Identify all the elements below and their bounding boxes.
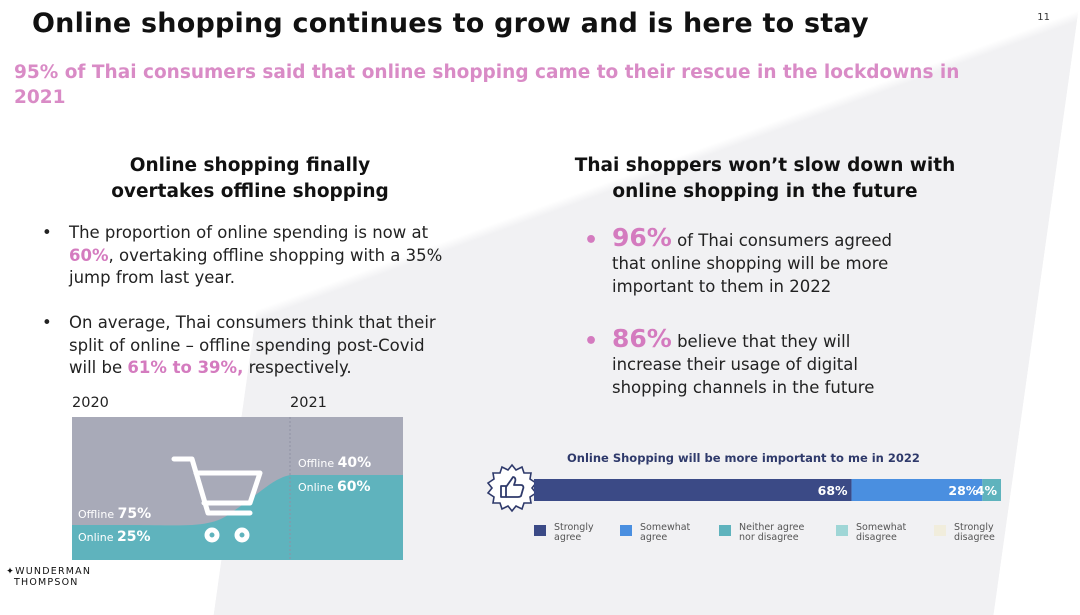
legend-swatch-neither <box>719 525 731 536</box>
bullet2-line2: split of online – offline spending post-… <box>69 335 425 355</box>
legend-somewhat-agree-line1: Somewhat <box>640 522 691 533</box>
logo-line2: THOMPSON <box>14 577 79 588</box>
stat1-line1-text: of Thai consumers agreed <box>671 231 893 250</box>
left-bullet-1: • The proportion of online spending is n… <box>42 222 509 290</box>
bullet1-line2: 60%, overtaking offline shopping with a … <box>69 245 509 268</box>
offline-2020-value: 75% <box>117 506 152 522</box>
bar-segment-2 <box>982 479 1001 501</box>
offline-2021-text: Offline <box>298 457 335 470</box>
online-2021-value: 60% <box>336 479 371 495</box>
offline-2021-value: 40% <box>337 455 372 471</box>
bullet1-highlight: 60% <box>69 245 109 265</box>
right-stat-1: • 96% of Thai consumers agreed that onli… <box>584 223 992 298</box>
left-column-heading: Online shopping finally overtakes offlin… <box>90 153 410 205</box>
stat1-line1: 96% of Thai consumers agreed <box>612 223 992 252</box>
bar-label-1: 28% <box>948 483 978 498</box>
bar-segment-1 <box>851 479 983 501</box>
legend-strongly-agree: Strongly agree <box>554 523 594 543</box>
thumb-shape <box>500 476 525 498</box>
offline-2020-text: Offline <box>78 508 115 521</box>
stat2-line3: shopping channels in the future <box>612 378 875 397</box>
online-2021-text: Online <box>298 481 334 494</box>
bullet2-line3-start: will be <box>69 358 128 377</box>
left-heading-line1: Online shopping finally <box>129 155 371 176</box>
badge-outline <box>486 463 538 513</box>
legend-swatch-somewhat-agree <box>620 525 632 536</box>
right-heading-line2: online shopping in the future <box>612 181 918 202</box>
legend-neither-line1: Neither agree <box>739 522 805 533</box>
online-2020-label: Online 25% <box>78 529 151 545</box>
slide-subtitle: 95% of Thai consumers said that online s… <box>14 62 960 108</box>
online-2020-text: Online <box>78 531 114 544</box>
right-column-heading: Thai shoppers won’t slow down with onlin… <box>560 153 970 205</box>
cart-icon <box>171 456 263 543</box>
bullet-dot: • <box>42 313 52 332</box>
page-number: 11 <box>1037 12 1050 23</box>
legend-swatch-strongly-agree <box>534 525 546 536</box>
year-2020-label: 2020 <box>72 395 109 411</box>
legend-somewhat-disagree: Somewhat disagree <box>856 523 906 543</box>
stat2-value: 86% <box>612 324 672 353</box>
right-stat-2: • 86% believe that they will increase th… <box>584 324 992 399</box>
legend-neither: Neither agree nor disagree <box>739 523 804 543</box>
stat1-line2: that online shopping will be more <box>612 254 889 273</box>
bar-chart-title: Online Shopping will be more important t… <box>567 451 920 465</box>
legend-somewhat-disagree-line1: Somewhat <box>856 522 907 533</box>
legend-strongly-disagree: Strongly disagree <box>954 523 995 543</box>
left-bullet-2: • On average, Thai consumers think that … <box>42 312 519 380</box>
offline-2021-label: Offline 40% <box>298 455 371 471</box>
bar-label-2: 4% <box>976 483 998 498</box>
bullet1-line2-rest: , overtaking offline shopping with a 35% <box>108 245 443 265</box>
bullet2-line1: On average, Thai consumers think that th… <box>69 313 436 332</box>
offline-2020-label: Offline 75% <box>78 506 151 522</box>
legend-strongly-disagree-line1: Strongly <box>954 522 994 533</box>
legend-neither-line2: nor disagree <box>739 532 799 543</box>
area-chart-svg <box>72 417 403 560</box>
online-2021-label: Online 60% <box>298 479 371 495</box>
stat2-line1-text: believe that they will <box>671 332 851 351</box>
online-area <box>72 475 403 560</box>
logo-line1-text: WUNDERMAN <box>15 566 92 577</box>
bullet2-line3: will be 61% to 39%, respectively. <box>69 357 519 380</box>
legend-somewhat-disagree-line2: disagree <box>856 532 897 543</box>
bullet-dot: • <box>584 329 599 354</box>
legend-strongly-agree-line2: agree <box>554 532 582 543</box>
bullet2-line3-end: respectively. <box>243 358 352 377</box>
legend-strongly-agree-line1: Strongly <box>554 522 594 533</box>
wunderman-thompson-logo: ✦WUNDERMAN THOMPSON <box>6 566 91 588</box>
right-heading-line1: Thai shoppers won’t slow down with <box>574 155 956 176</box>
stacked-bar-svg: 68% 28%4% <box>534 479 1001 501</box>
stat1-value: 96% <box>612 223 672 252</box>
year-2021-label: 2021 <box>290 395 327 411</box>
legend-strongly-disagree-line2: disagree <box>954 532 995 543</box>
slide-title: Online shopping continues to grow and is… <box>32 8 869 39</box>
bullet-dot: • <box>42 223 52 242</box>
stat2-line1: 86% believe that they will <box>612 324 992 353</box>
legend-somewhat-agree-line2: agree <box>640 532 668 543</box>
logo-line1: ✦WUNDERMAN <box>6 566 92 577</box>
legend-swatch-somewhat-disagree <box>836 525 848 536</box>
online-offline-area-chart: Offline 75% Online 25% Offline 40% Onlin… <box>72 417 403 560</box>
stacked-bar: 68% 28% 4% <box>534 479 1001 501</box>
legend-swatch-strongly-disagree <box>934 525 946 536</box>
left-heading-line2: overtakes offline shopping <box>111 181 389 202</box>
stat1-line3: important to them in 2022 <box>612 277 832 296</box>
online-2020-value: 25% <box>116 529 151 545</box>
bar-segment-0 <box>534 479 852 501</box>
thumbs-up-badge-svg <box>486 463 538 513</box>
thumbs-up-badge-icon <box>486 462 538 514</box>
bullet-dot: • <box>584 228 599 253</box>
bullet2-highlight: 61% to 39%, <box>127 358 244 377</box>
bar-label-0: 68% <box>818 483 848 498</box>
bullet1-line3: jump from last year. <box>69 268 236 287</box>
legend-somewhat-agree: Somewhat agree <box>640 523 690 543</box>
stat2-line2: increase their usage of digital <box>612 355 858 374</box>
bullet1-line1: The proportion of online spending is now… <box>69 223 429 242</box>
bar-legend: Strongly agree Somewhat agree Neither ag… <box>534 523 1014 553</box>
